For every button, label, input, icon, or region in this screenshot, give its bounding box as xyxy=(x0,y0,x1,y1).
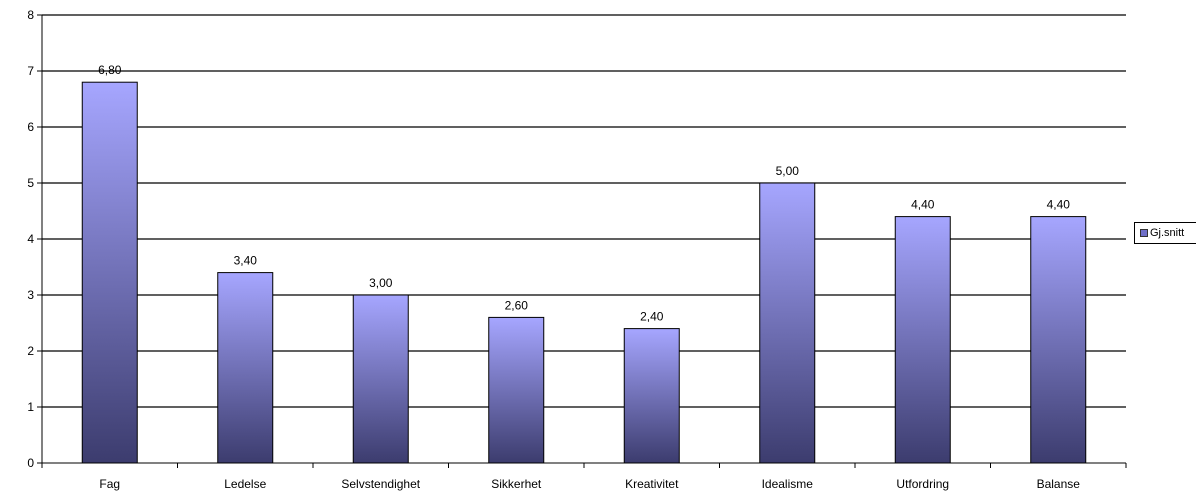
y-tick-label: 6 xyxy=(27,120,34,134)
category-label: Sikkerhet xyxy=(491,477,542,491)
bar xyxy=(488,316,545,464)
data-label: 2,40 xyxy=(640,310,664,324)
category-label: Balanse xyxy=(1037,477,1081,491)
category-label: Idealisme xyxy=(762,477,814,491)
data-label: 3,40 xyxy=(234,254,258,268)
bar xyxy=(217,272,274,464)
y-tick-label: 5 xyxy=(27,176,34,190)
bar xyxy=(894,216,951,464)
data-label: 6,80 xyxy=(98,63,122,77)
y-tick-label: 3 xyxy=(27,288,34,302)
category-label: Utfordring xyxy=(896,477,949,491)
bar-chart: 0 1 2 3 4 5 6 7 8 6,80 Fag 3,40 Ledelse 3,00 Selvstend… xyxy=(27,8,1127,491)
y-tick-label: 8 xyxy=(27,8,34,22)
y-tick-label: 1 xyxy=(27,400,34,414)
legend-label: Gj.snitt xyxy=(1150,227,1185,239)
gridlines xyxy=(42,14,1126,408)
data-label: 4,40 xyxy=(1047,198,1071,212)
data-label: 3,00 xyxy=(369,276,393,290)
y-tick-label: 0 xyxy=(27,456,34,470)
category-label: Fag xyxy=(99,477,120,491)
bar xyxy=(352,294,409,464)
y-tick-label: 2 xyxy=(27,344,34,358)
y-tick-label: 4 xyxy=(27,232,34,246)
bar xyxy=(623,328,680,464)
legend: Gj.snitt xyxy=(1134,222,1196,244)
bars xyxy=(81,81,1087,464)
axes xyxy=(37,14,1127,468)
data-label: 2,60 xyxy=(505,298,529,312)
category-label: Ledelse xyxy=(224,477,266,491)
data-label: 5,00 xyxy=(776,164,800,178)
bar xyxy=(1030,216,1087,464)
labels: 0 1 2 3 4 5 6 7 8 6,80 Fag 3,40 Ledelse 3,00 Selvstend… xyxy=(27,8,1080,491)
bar xyxy=(81,81,138,464)
bar xyxy=(759,182,816,464)
y-tick-label: 7 xyxy=(27,64,34,78)
data-label: 4,40 xyxy=(911,198,935,212)
legend-swatch xyxy=(1140,229,1148,237)
category-label: Selvstendighet xyxy=(341,477,420,491)
category-label: Kreativitet xyxy=(625,477,679,491)
